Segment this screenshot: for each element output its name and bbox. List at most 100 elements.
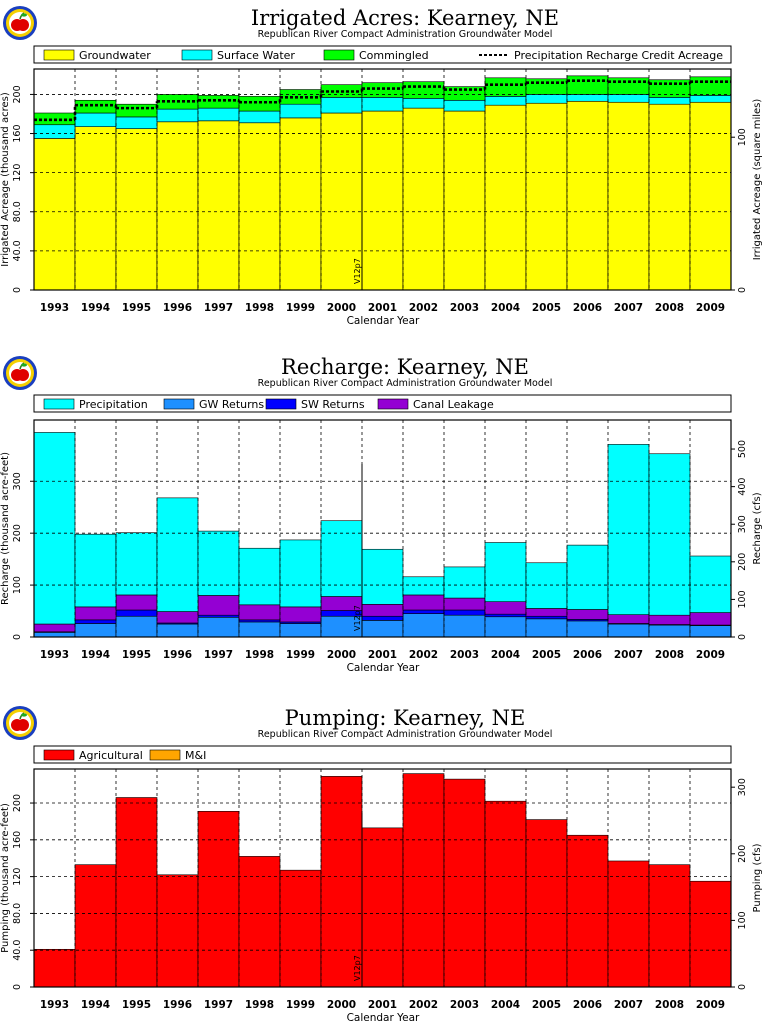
x-tick-label-1996: 1996 bbox=[163, 302, 192, 314]
bar-commingled-1998 bbox=[238, 96, 281, 112]
bar-canal-leakage-1993 bbox=[33, 623, 76, 633]
x-tick-label-2007: 2007 bbox=[614, 999, 643, 1011]
bar-sw-returns-2003 bbox=[443, 609, 486, 616]
legend-label: Groundwater bbox=[79, 49, 151, 62]
x-tick-label-2005: 2005 bbox=[532, 302, 561, 314]
legend-swatch bbox=[163, 398, 195, 410]
bar-groundwater-2005 bbox=[525, 102, 568, 291]
bar-agricultural-2007 bbox=[607, 860, 650, 988]
y2-tick-label: 400 bbox=[737, 478, 748, 496]
bar-gw-returns-2006 bbox=[566, 620, 609, 638]
bar-agricultural-2009 bbox=[689, 880, 732, 988]
bar-surface-water-1995 bbox=[115, 116, 158, 129]
bar-canal-leakage-2006 bbox=[566, 609, 609, 620]
x-tick-label-2003: 2003 bbox=[450, 649, 479, 661]
legend-label: Precipitation bbox=[79, 398, 148, 411]
x-tick-label-2008: 2008 bbox=[655, 999, 684, 1011]
bar-surface-water-2000 bbox=[320, 97, 363, 114]
x-tick-label-2005: 2005 bbox=[532, 999, 561, 1011]
bar-surface-water-2005 bbox=[525, 94, 568, 104]
x-tick-label-2009: 2009 bbox=[696, 649, 725, 661]
bar-precipitation-2008 bbox=[648, 453, 691, 616]
legend-swatch bbox=[323, 49, 355, 61]
x-tick-label-2001: 2001 bbox=[368, 649, 397, 661]
x-tick-label-1993: 1993 bbox=[40, 649, 69, 661]
bar-groundwater-2009 bbox=[689, 101, 732, 291]
apple-leaf bbox=[21, 363, 27, 367]
bar-groundwater-1996 bbox=[156, 121, 199, 291]
bar-gw-returns-2008 bbox=[648, 624, 691, 638]
y2-axis-label: Recharge (cfs) bbox=[752, 492, 763, 564]
bar-agricultural-2008 bbox=[648, 864, 691, 988]
y-tick-label: 80.0 bbox=[12, 903, 23, 924]
x-tick-label-2004: 2004 bbox=[491, 302, 520, 314]
legend-swatch bbox=[43, 749, 75, 761]
chart-title: Recharge: Kearney, NE bbox=[281, 355, 529, 379]
x-axis-label: Calendar Year bbox=[347, 315, 420, 327]
legend-label: Precipitation Recharge Credit Acreage bbox=[514, 49, 723, 62]
bar-surface-water-2002 bbox=[402, 98, 445, 109]
bar-commingled-1994 bbox=[74, 99, 117, 114]
bar-canal-leakage-2002 bbox=[402, 594, 445, 611]
bar-agricultural-1995 bbox=[115, 797, 158, 988]
bar-canal-leakage-2005 bbox=[525, 608, 568, 617]
bar-agricultural-2001 bbox=[361, 827, 404, 988]
bar-precipitation-1994 bbox=[74, 533, 117, 608]
x-tick-label-1996: 1996 bbox=[163, 999, 192, 1011]
bar-sw-returns-1998 bbox=[238, 619, 281, 623]
y-tick-label: 0 bbox=[12, 634, 23, 640]
bar-agricultural-2004 bbox=[484, 800, 527, 988]
y2-tick-label: 0 bbox=[737, 634, 748, 640]
legend-label: M&I bbox=[185, 749, 206, 762]
bar-agricultural-2003 bbox=[443, 778, 486, 988]
model-version-label: V12p7 bbox=[353, 605, 362, 631]
x-tick-label-2002: 2002 bbox=[409, 302, 438, 314]
x-tick-label-1995: 1995 bbox=[122, 999, 151, 1011]
bar-groundwater-1998 bbox=[238, 122, 281, 291]
bar-canal-leakage-2009 bbox=[689, 612, 732, 626]
x-axis-label: Calendar Year bbox=[347, 662, 420, 674]
bar-precipitation-2002 bbox=[402, 576, 445, 596]
bar-precipitation-1998 bbox=[238, 547, 281, 606]
x-tick-label-1993: 1993 bbox=[40, 302, 69, 314]
x-tick-label-2008: 2008 bbox=[655, 302, 684, 314]
y2-tick-label: 200 bbox=[737, 553, 748, 571]
bar-canal-leakage-2007 bbox=[607, 614, 650, 624]
bar-agricultural-1999 bbox=[279, 869, 322, 988]
bar-sw-returns-2002 bbox=[402, 609, 445, 614]
legend-swatch bbox=[43, 398, 75, 410]
bar-agricultural-2006 bbox=[566, 834, 609, 988]
legend-box bbox=[33, 745, 732, 764]
bar-groundwater-1993 bbox=[33, 138, 76, 291]
bar-agricultural-1996 bbox=[156, 874, 199, 988]
bar-surface-water-2008 bbox=[648, 97, 691, 105]
bar-sw-returns-2005 bbox=[525, 615, 568, 620]
x-tick-label-1997: 1997 bbox=[204, 649, 233, 661]
chart-title: Pumping: Kearney, NE bbox=[285, 706, 526, 730]
bar-surface-water-1993 bbox=[33, 124, 76, 139]
bar-agricultural-2002 bbox=[402, 773, 445, 988]
legend-swatch bbox=[265, 398, 297, 410]
y2-tick-label: 100 bbox=[737, 590, 748, 608]
y-tick-label: 40.0 bbox=[12, 940, 23, 961]
x-tick-label-2006: 2006 bbox=[573, 302, 602, 314]
chart-title: Irrigated Acres: Kearney, NE bbox=[251, 6, 559, 30]
y2-tick-label: 100 bbox=[737, 911, 748, 929]
y2-tick-label: 0 bbox=[737, 287, 748, 293]
x-tick-label-1998: 1998 bbox=[245, 302, 274, 314]
bar-gw-returns-1995 bbox=[115, 615, 158, 638]
bar-sw-returns-2001 bbox=[361, 615, 404, 621]
bar-groundwater-2004 bbox=[484, 104, 527, 291]
bar-precipitation-2006 bbox=[566, 544, 609, 610]
x-tick-label-1995: 1995 bbox=[122, 649, 151, 661]
y-tick-label: 200 bbox=[12, 85, 23, 103]
bar-surface-water-1998 bbox=[238, 110, 281, 124]
bar-gw-returns-1996 bbox=[156, 623, 199, 638]
bar-gw-returns-2003 bbox=[443, 614, 486, 638]
bar-canal-leakage-1996 bbox=[156, 611, 199, 624]
bar-sw-returns-1994 bbox=[74, 619, 117, 624]
y-tick-label: 100 bbox=[12, 576, 23, 594]
bar-canal-leakage-1998 bbox=[238, 604, 281, 621]
legend-label: Surface Water bbox=[217, 49, 295, 62]
x-tick-label-1999: 1999 bbox=[286, 999, 315, 1011]
